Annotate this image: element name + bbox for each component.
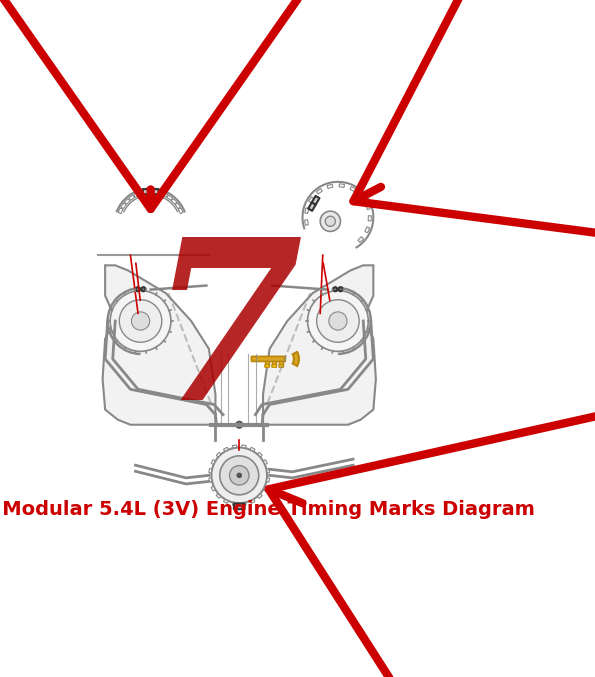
FancyBboxPatch shape [327,184,333,188]
FancyBboxPatch shape [242,445,246,448]
FancyBboxPatch shape [151,189,158,194]
FancyBboxPatch shape [234,504,245,509]
FancyBboxPatch shape [309,197,314,202]
FancyBboxPatch shape [308,202,316,211]
FancyBboxPatch shape [176,203,180,209]
FancyBboxPatch shape [134,192,139,197]
Circle shape [339,287,343,291]
FancyBboxPatch shape [167,195,173,200]
Text: 7: 7 [149,230,304,447]
FancyBboxPatch shape [121,203,126,209]
FancyBboxPatch shape [118,208,123,214]
Circle shape [110,290,171,351]
FancyBboxPatch shape [339,184,345,188]
FancyBboxPatch shape [365,227,369,233]
FancyBboxPatch shape [250,447,255,452]
FancyBboxPatch shape [139,191,145,195]
FancyBboxPatch shape [178,208,183,214]
FancyBboxPatch shape [350,187,356,192]
FancyBboxPatch shape [359,194,365,199]
FancyBboxPatch shape [209,468,212,473]
FancyBboxPatch shape [124,198,130,204]
Bar [272,361,276,366]
Text: Ford Modular 5.4L (3V) Engine Timing Marks Diagram: Ford Modular 5.4L (3V) Engine Timing Mar… [0,500,535,519]
FancyBboxPatch shape [145,190,151,194]
Circle shape [308,290,368,351]
FancyBboxPatch shape [162,192,167,197]
Text: R: R [147,198,156,211]
FancyBboxPatch shape [217,494,221,498]
Circle shape [317,300,359,343]
FancyBboxPatch shape [143,189,151,194]
Circle shape [131,312,150,330]
FancyBboxPatch shape [258,494,262,498]
FancyBboxPatch shape [211,486,215,491]
FancyBboxPatch shape [272,365,277,368]
FancyBboxPatch shape [305,208,309,213]
Circle shape [220,456,259,495]
FancyBboxPatch shape [312,196,320,204]
FancyBboxPatch shape [265,365,270,368]
FancyBboxPatch shape [233,445,237,448]
FancyBboxPatch shape [233,503,237,506]
FancyBboxPatch shape [224,500,228,503]
Circle shape [320,211,340,232]
Circle shape [325,216,336,226]
FancyBboxPatch shape [267,478,270,482]
Circle shape [236,422,242,428]
Circle shape [141,287,145,291]
FancyBboxPatch shape [279,365,284,368]
FancyBboxPatch shape [267,468,270,473]
FancyBboxPatch shape [151,190,156,194]
Circle shape [230,466,249,485]
FancyBboxPatch shape [366,204,370,209]
FancyBboxPatch shape [264,486,267,491]
FancyBboxPatch shape [368,216,371,221]
FancyBboxPatch shape [251,356,285,362]
Polygon shape [263,265,376,424]
FancyBboxPatch shape [171,198,177,204]
FancyBboxPatch shape [258,452,262,457]
FancyBboxPatch shape [217,452,221,457]
FancyBboxPatch shape [358,237,364,242]
FancyBboxPatch shape [156,191,162,195]
FancyBboxPatch shape [264,460,267,464]
FancyBboxPatch shape [209,478,212,482]
FancyBboxPatch shape [224,447,228,452]
FancyBboxPatch shape [129,195,134,200]
FancyBboxPatch shape [242,503,246,506]
Bar [279,361,283,366]
FancyBboxPatch shape [211,460,215,464]
Circle shape [120,300,162,343]
Bar [265,361,269,366]
FancyBboxPatch shape [250,500,255,503]
Circle shape [329,312,347,330]
Circle shape [211,447,267,503]
Wedge shape [293,352,299,366]
Circle shape [136,287,140,291]
Circle shape [237,473,242,477]
FancyBboxPatch shape [305,220,308,225]
FancyBboxPatch shape [317,189,322,194]
Circle shape [333,287,337,291]
Polygon shape [102,265,215,424]
